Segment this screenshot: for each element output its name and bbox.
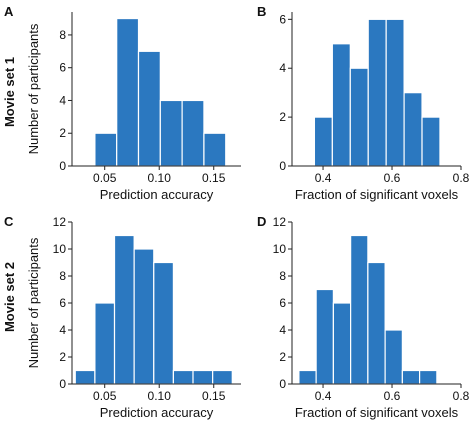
bar-c-3: [133, 248, 155, 385]
y-tick-label-a-4: 8: [59, 28, 66, 42]
y-tick-label-a-0: 0: [59, 159, 66, 173]
panel-letter-d: D: [257, 214, 266, 229]
bar-b-1: [331, 43, 351, 167]
bar-b-0: [313, 116, 333, 167]
y-tick-label-a-3: 6: [59, 61, 66, 75]
x-tick-label-c-2: 0.15: [202, 389, 226, 403]
panel-letter-b: B: [257, 4, 266, 19]
panel-letter-a: A: [4, 4, 14, 19]
bar-a-5: [203, 132, 227, 167]
y-tick-label-a-1: 2: [59, 126, 66, 140]
x-tick-label-b-0: 0.4: [315, 171, 332, 185]
bar-c-5: [172, 369, 194, 385]
y-tick-label-b-2: 4: [279, 61, 286, 75]
bar-c-7: [212, 369, 233, 385]
bar-c-6: [192, 369, 214, 385]
bar-d-3: [350, 234, 369, 385]
bar-b-3: [367, 18, 387, 167]
y-axis-label-a: Number of participants: [26, 23, 41, 154]
bar-c-1: [94, 302, 116, 385]
panel-b: B 0 2 4 6 0.4 0.6 0.8 Fraction of significant vo…: [257, 4, 470, 202]
bar-d-1: [315, 288, 334, 385]
bar-b-2: [349, 67, 369, 167]
y-tick-label-d-6: 12: [273, 215, 287, 229]
y-tick-label-c-3: 6: [59, 296, 66, 310]
bar-a-4: [181, 99, 205, 167]
y-tick-label-d-0: 0: [279, 377, 286, 391]
y-tick-label-d-4: 8: [279, 269, 286, 283]
x-tick-label-b-1: 0.6: [384, 171, 401, 185]
x-tick-label-c-1: 0.10: [148, 389, 172, 403]
panels: A 0 2 4 6 8 0.05 0.10 0.15 Prediction accuracy Num…: [4, 4, 470, 420]
y-tick-label-c-6: 12: [53, 215, 67, 229]
bar-a-2: [137, 50, 161, 167]
bar-d-4: [367, 261, 386, 385]
y-tick-label-d-5: 10: [273, 242, 287, 256]
y-tick-label-c-5: 10: [53, 242, 67, 256]
y-tick-label-b-1: 2: [279, 110, 286, 124]
x-axis-label-a: Prediction accuracy: [100, 187, 214, 202]
y-tick-label-c-4: 8: [59, 269, 66, 283]
panel-a: A 0 2 4 6 8 0.05 0.10 0.15 Prediction accuracy Num…: [4, 4, 241, 202]
bar-d-7: [419, 369, 438, 385]
x-axis-label-d: Fraction of significant voxels: [295, 405, 459, 420]
bar-d-0: [298, 369, 317, 385]
bar-c-2: [113, 234, 135, 385]
y-tick-label-a-2: 4: [59, 93, 66, 107]
bar-a-0: [94, 132, 118, 167]
x-tick-label-a-0: 0.05: [93, 171, 117, 185]
row-label-movie-set-1: Movie set 1: [2, 57, 17, 127]
x-tick-label-a-1: 0.10: [148, 171, 172, 185]
y-tick-label-d-2: 4: [279, 323, 286, 337]
bar-b-6: [421, 116, 441, 167]
x-tick-label-c-0: 0.05: [93, 389, 117, 403]
bar-b-5: [403, 92, 423, 167]
x-axis-label-b: Fraction of significant voxels: [295, 187, 459, 202]
y-tick-label-c-0: 0: [59, 377, 66, 391]
y-tick-label-b-0: 0: [279, 159, 286, 173]
y-tick-label-d-3: 6: [279, 296, 286, 310]
x-tick-label-b-2: 0.8: [453, 171, 470, 185]
y-tick-label-c-2: 4: [59, 323, 66, 337]
bar-a-1: [116, 17, 140, 167]
x-tick-label-d-1: 0.6: [384, 389, 401, 403]
panel-c: C 0 2 4 6 8 10 12 0.05 0.10 0.15 Prediction accurac…: [4, 214, 241, 420]
bar-c-4: [153, 261, 175, 385]
y-tick-label-d-1: 2: [279, 350, 286, 364]
x-tick-label-d-2: 0.8: [453, 389, 470, 403]
x-tick-label-a-2: 0.15: [202, 171, 226, 185]
bar-d-2: [332, 302, 352, 385]
y-tick-label-c-1: 2: [59, 350, 66, 364]
bar-d-5: [384, 329, 403, 385]
y-axis-label-c: Number of participants: [26, 237, 41, 368]
bar-d-6: [401, 369, 421, 385]
x-axis-label-c: Prediction accuracy: [100, 405, 214, 420]
row-label-movie-set-2: Movie set 2: [2, 262, 17, 332]
y-tick-label-b-3: 6: [279, 12, 286, 26]
bar-c-0: [74, 369, 96, 385]
panel-d: D 0 2 4 6 8 10 12 0.4 0.6 0.8 Fraction of significa…: [257, 214, 470, 420]
bar-a-3: [159, 99, 183, 167]
bar-b-4: [385, 18, 405, 167]
x-tick-label-d-0: 0.4: [315, 389, 332, 403]
panel-letter-c: C: [4, 214, 14, 229]
